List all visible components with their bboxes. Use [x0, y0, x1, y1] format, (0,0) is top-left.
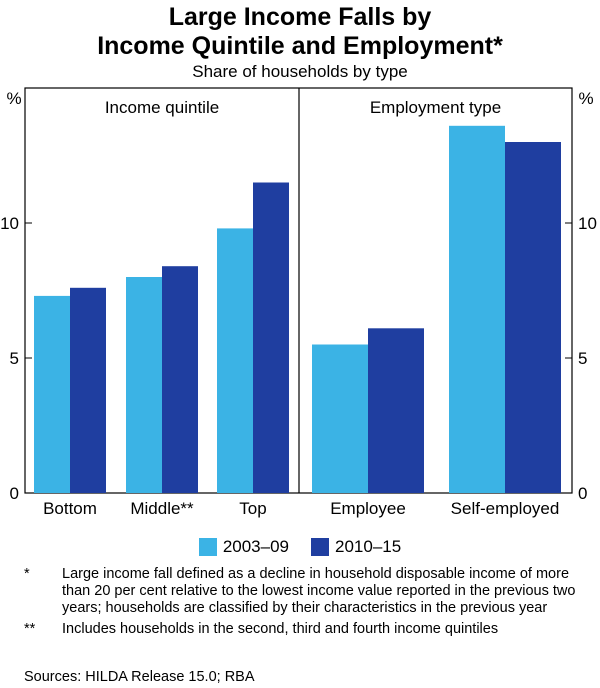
panel-label-1: Employment type [370, 98, 501, 117]
y-unit-right: % [578, 89, 593, 108]
legend-label-2003-09: 2003–09 [222, 537, 289, 556]
chart-title-line2: Income Quintile and Employment* [97, 32, 503, 60]
footnotes: * Large income fall defined as a decline… [24, 566, 584, 642]
y-tick-label-right-5: 5 [578, 349, 587, 368]
footnote-2: ** Includes households in the second, th… [24, 621, 584, 638]
x-tick-label-p0-c1: Middle** [130, 499, 194, 518]
x-tick-label-p1-c0: Employee [330, 499, 406, 518]
bar-p1-c0-s0 [312, 344, 368, 493]
bar-p0-c2-s0 [217, 228, 253, 493]
bar-p0-c1-s0 [126, 277, 162, 493]
y-tick-label-left-0: 0 [10, 484, 19, 503]
bar-p0-c0-s1 [70, 287, 106, 493]
y-tick-label-left-5: 5 [10, 349, 19, 368]
x-tick-label-p0-c2: Top [239, 499, 266, 518]
legend-label-2010-15: 2010–15 [335, 537, 402, 556]
legend: 2003–09 2010–15 [0, 537, 600, 557]
bar-p0-c2-s1 [253, 182, 289, 493]
footnote-1-mark: * [24, 566, 30, 582]
legend-item-2003-09: 2003–09 [198, 537, 289, 557]
sources: Sources: HILDA Release 15.0; RBA [24, 669, 255, 685]
y-tick-label-right-10: 10 [578, 214, 597, 233]
y-tick-label-right-0: 0 [578, 484, 587, 503]
chart-title: Large Income Falls by [168, 3, 432, 31]
bar-p0-c1-s1 [162, 266, 198, 493]
panel-label-0: Income quintile [105, 98, 219, 117]
chart-subtitle: Share of households by type [192, 62, 408, 81]
chart-area: % % 0 0 5 5 10 10 Income quintile Bottom Middle** T… [0, 87, 597, 518]
legend-item-2010-15: 2010–15 [311, 537, 401, 557]
y-tick-label-left-10: 10 [0, 214, 19, 233]
footnote-1: * Large income fall defined as a decline… [24, 566, 584, 617]
bar-p1-c0-s1 [368, 328, 424, 493]
legend-swatch-2003-09 [198, 538, 217, 556]
bar-p0-c0-s0 [34, 295, 70, 493]
footnote-2-mark: ** [24, 621, 36, 637]
bar-p1-c1-s1 [505, 142, 561, 493]
bar-p1-c1-s0 [449, 125, 505, 494]
x-tick-label-p1-c1: Self-employed [451, 499, 560, 518]
footnote-1-text: Large income fall defined as a decline i… [62, 566, 576, 616]
footnote-2-text: Includes households in the second, third… [62, 621, 499, 637]
legend-swatch-2010-15 [311, 538, 329, 556]
x-tick-label-p0-c0: Bottom [43, 499, 97, 518]
y-unit-left: % [6, 89, 21, 108]
